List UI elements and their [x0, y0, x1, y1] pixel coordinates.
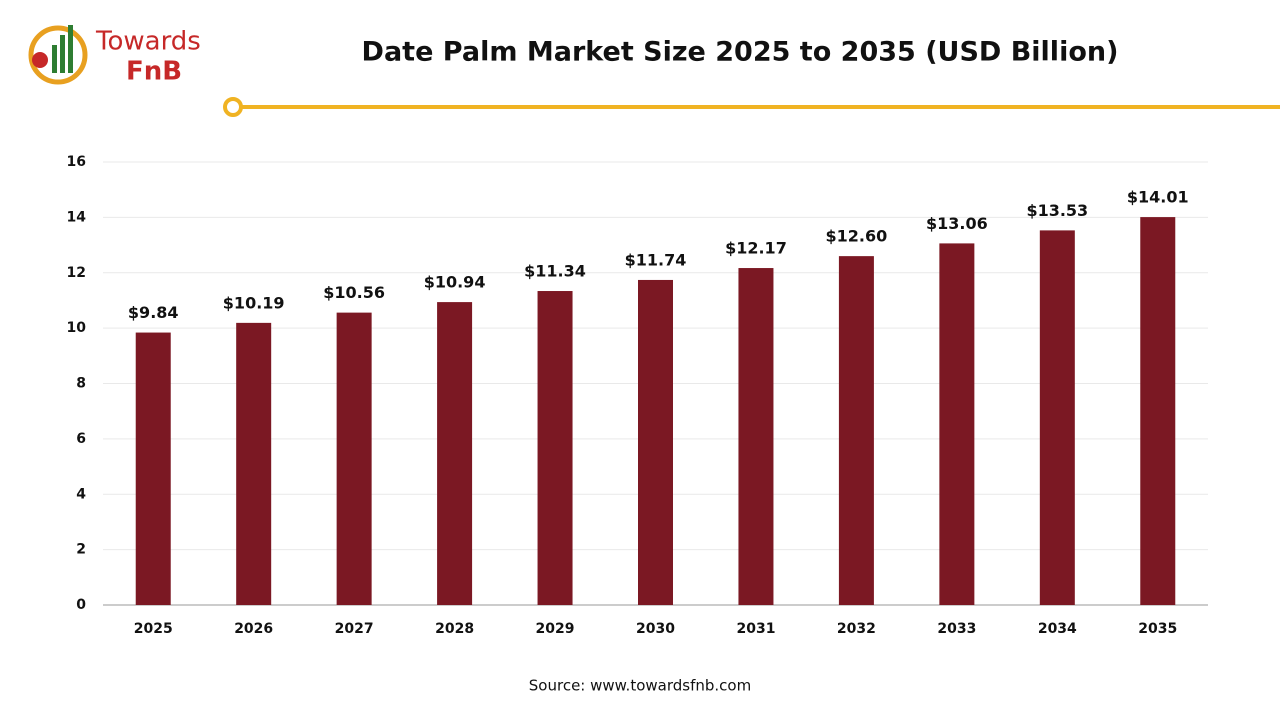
logo-text: FnB [126, 57, 182, 87]
y-tick-label: 8 [76, 376, 86, 392]
logo-ring [28, 25, 88, 85]
value-label: $13.06 [926, 214, 988, 233]
y-tick-label: 10 [67, 320, 87, 336]
bar [738, 268, 774, 605]
logo-bar [60, 35, 65, 73]
value-label: $12.60 [826, 227, 888, 246]
bar [838, 256, 874, 605]
logo-fruit [32, 52, 48, 68]
x-tick-label: 2032 [837, 621, 876, 637]
source: Source: www.towardsfnb.com [529, 677, 751, 695]
value-label: $10.94 [424, 273, 486, 292]
bar [537, 291, 573, 605]
bar [638, 279, 673, 605]
value-label: $14.01 [1127, 188, 1189, 207]
x-tick-label: 2027 [335, 621, 374, 637]
logo: Towards FnB [28, 25, 201, 87]
y-tick-label: 2 [76, 542, 86, 558]
x-tick-label: 2033 [937, 621, 976, 637]
divider-dot [223, 97, 243, 117]
value-label: $12.17 [725, 239, 787, 258]
logo-text: Towards [95, 27, 201, 57]
x-tick-label: 2030 [636, 621, 675, 637]
x-tick-label: 2034 [1038, 621, 1077, 637]
bar [336, 312, 372, 605]
value-label: $10.19 [223, 293, 285, 312]
y-tick-label: 6 [76, 431, 86, 447]
bar [135, 332, 171, 605]
bar [236, 322, 272, 605]
y-tick-label: 16 [67, 154, 86, 170]
value-label: $11.34 [524, 262, 586, 281]
bar [437, 302, 473, 605]
x-tick-label: 2031 [736, 621, 775, 637]
y-tick-label: 12 [67, 265, 86, 281]
x-tick-label: 2028 [435, 621, 474, 637]
y-tick-label: 14 [67, 209, 87, 225]
x-tick-label: 2026 [234, 621, 273, 637]
logo-bar [52, 45, 57, 73]
bar [1140, 217, 1176, 605]
bar [1039, 230, 1075, 605]
logo-bar [68, 25, 73, 73]
value-label: $9.84 [128, 303, 179, 322]
y-tick-label: 4 [76, 486, 86, 502]
value-label: $11.74 [625, 250, 687, 269]
x-tick-label: 2035 [1138, 621, 1177, 637]
x-tick-label: 2025 [134, 621, 173, 637]
value-label: $10.56 [323, 283, 385, 302]
y-tick-label: 0 [76, 597, 86, 613]
value-label: $13.53 [1026, 201, 1088, 220]
bar [939, 243, 975, 605]
chart-title: Date Palm Market Size 2025 to 2035 (USD … [362, 37, 1119, 68]
x-tick-label: 2029 [536, 621, 575, 637]
